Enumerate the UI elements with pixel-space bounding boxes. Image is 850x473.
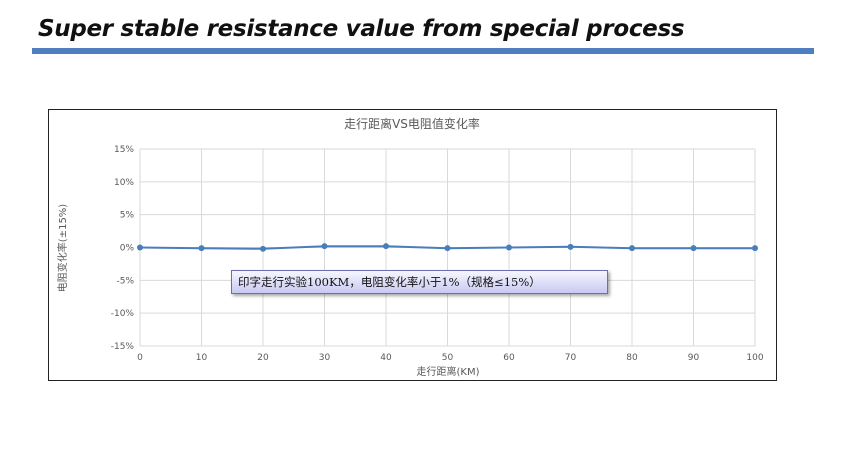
x-tick-label: 70 xyxy=(565,353,577,363)
title-underline xyxy=(32,48,814,54)
x-tick-label: 10 xyxy=(196,353,208,363)
data-point xyxy=(260,245,266,252)
data-point xyxy=(629,245,635,252)
y-tick-label: 5% xyxy=(120,211,135,221)
data-point xyxy=(690,245,697,252)
y-axis-label: 电阻变化率(±15%) xyxy=(56,204,69,293)
x-tick-label: 50 xyxy=(442,353,454,363)
data-point xyxy=(383,243,389,250)
x-tick-label: 30 xyxy=(319,353,331,363)
data-point xyxy=(198,245,205,252)
x-tick-label: 40 xyxy=(380,353,392,363)
data-point xyxy=(444,245,451,252)
x-tick-label: 90 xyxy=(688,353,700,363)
line-chart: 走行距离VS电阻值变化率 15% 10% 5% 0% -5% -10% -15%0 10 20 3… xyxy=(56,116,764,378)
chart-annotation: 印字走行实验100KM，电阻变化率小于1%（规格≤15%） xyxy=(231,270,608,294)
y-tick-label: -15% xyxy=(111,342,135,352)
y-tick-label: 0% xyxy=(120,244,135,254)
data-point xyxy=(137,244,143,251)
x-tick-label: 80 xyxy=(626,353,638,363)
data-point xyxy=(567,243,574,250)
x-tick-label: 0 xyxy=(137,353,143,363)
x-tick-label: 20 xyxy=(257,353,269,363)
data-point xyxy=(506,244,512,251)
data-point xyxy=(752,245,758,252)
y-tick-label: 10% xyxy=(114,178,134,188)
y-tick-label: -5% xyxy=(116,276,134,286)
x-tick-label: 60 xyxy=(503,353,515,363)
y-tick-label: -10% xyxy=(111,309,135,319)
slide-title: Super stable resistance value from speci… xyxy=(38,16,685,42)
x-axis-label: 走行距离(KM) xyxy=(417,365,480,378)
y-tick-label: 15% xyxy=(114,145,134,155)
chart-frame: 走行距离VS电阻值变化率 15% 10% 5% 0% -5% -10% -15% 0 10 20 3… xyxy=(48,109,777,381)
x-tick-label: 100 xyxy=(746,353,763,363)
data-point xyxy=(321,243,328,250)
chart-title: 走行距离VS电阻值变化率 xyxy=(344,116,480,131)
